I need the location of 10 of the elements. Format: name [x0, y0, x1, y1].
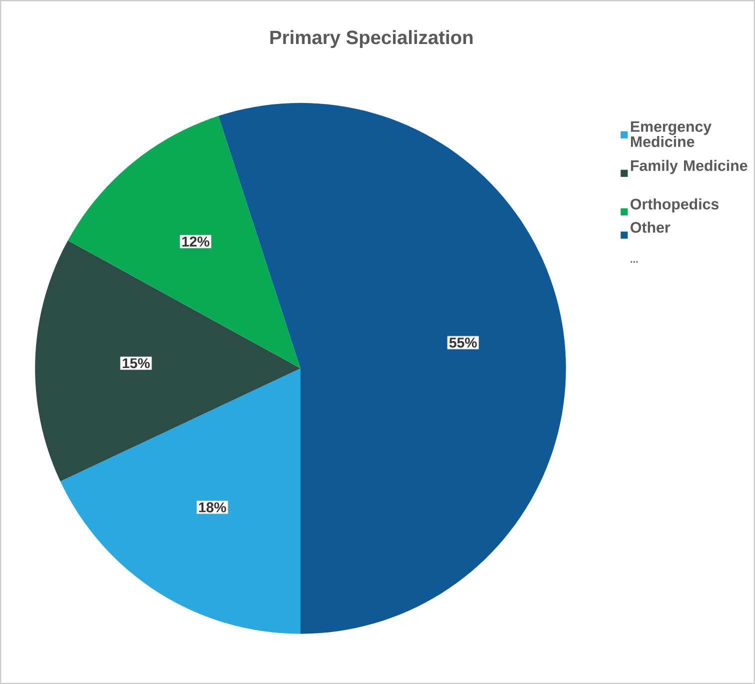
data-label: 55% [449, 338, 477, 348]
chart-title: Primary Specialization [270, 30, 473, 48]
legend-label: Other [630, 222, 670, 233]
legend-label: Emergency Medicine [630, 121, 712, 148]
data-label: 15% [122, 358, 150, 368]
legend-label: Orthopedics [630, 198, 719, 212]
legend-label: Family Medicine [630, 160, 748, 174]
data-label: 12% [182, 236, 210, 247]
text: ... [630, 261, 638, 263]
data-label: 18% [199, 502, 226, 512]
